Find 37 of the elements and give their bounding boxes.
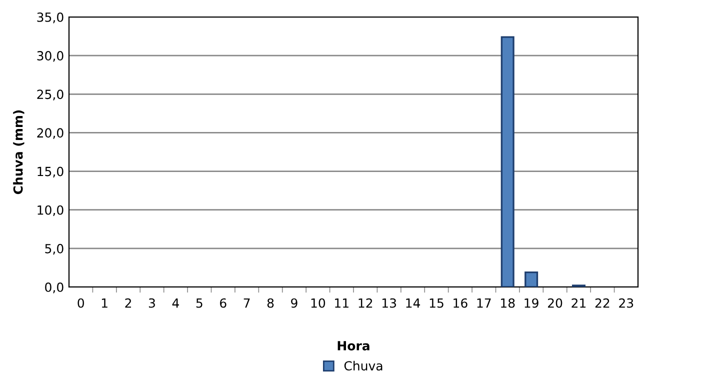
bar: [524, 272, 538, 287]
x-tick-label: 13: [382, 298, 396, 308]
x-tick-label: 11: [335, 298, 348, 308]
y-tick-label: 25,0: [37, 90, 64, 100]
x-tick-label: 21: [572, 298, 586, 308]
x-tick-label: 4: [172, 298, 179, 308]
x-tick-label: 14: [406, 298, 420, 308]
x-tick-label: 23: [619, 298, 634, 308]
legend-label: Chuva: [344, 360, 382, 371]
x-tick-label: 2: [125, 298, 131, 308]
x-axis-title: Hora: [338, 341, 370, 350]
x-tick-label: 7: [244, 298, 250, 308]
x-tick-label: 19: [524, 298, 538, 308]
bar: [500, 36, 514, 287]
x-tick-label: 16: [454, 298, 468, 308]
x-tick-label: 0: [78, 298, 84, 308]
x-tick-label: 15: [430, 298, 444, 308]
y-tick-label: 35,0: [37, 12, 64, 24]
x-tick-label: 5: [196, 298, 202, 308]
x-tick-label: 6: [220, 298, 226, 308]
y-tick-label: 15,0: [38, 166, 64, 178]
x-tick-label: 8: [267, 298, 274, 308]
x-tick-label: 18: [501, 298, 515, 308]
y-tick-label: 20,0: [37, 128, 64, 139]
y-tick-label: 0,0: [45, 282, 64, 294]
y-tick-label: 10,0: [38, 205, 64, 216]
x-tick-label: 17: [477, 298, 491, 308]
y-tick-label: 30,0: [37, 51, 64, 62]
y-axis-title: Chuva (mm): [13, 110, 24, 194]
x-tick-label: 9: [291, 298, 298, 308]
y-tick-label: 5,0: [45, 244, 64, 255]
x-tick-label: 22: [595, 298, 610, 308]
x-tick-label: 12: [358, 298, 372, 308]
x-tick-label: 10: [311, 298, 326, 308]
x-tick-label: 3: [148, 298, 155, 308]
x-tick-label: 20: [548, 298, 562, 308]
x-tick-label: 1: [102, 298, 108, 308]
